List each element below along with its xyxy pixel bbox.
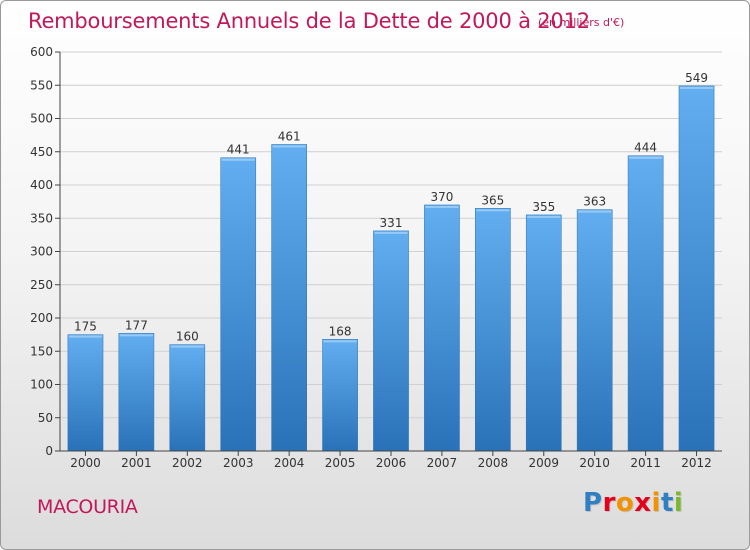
- y-tick-label: 300: [30, 245, 53, 259]
- x-tick-label: 2006: [376, 456, 407, 470]
- bar: [118, 333, 155, 452]
- x-tick-label: 2007: [427, 456, 458, 470]
- commune-name: MACOURIA: [37, 496, 138, 518]
- bar: [373, 230, 409, 452]
- bar-highlight: [679, 86, 714, 89]
- bar: [322, 339, 358, 452]
- bar-highlight: [425, 205, 459, 208]
- x-tick-label: 2012: [681, 456, 712, 470]
- value-labels: 175 177 160 441 461 168 331 370 365 355 363 444 549: [74, 71, 708, 344]
- y-tick-label: 250: [30, 278, 53, 292]
- logo-letter: t: [660, 488, 674, 518]
- bar-highlight: [374, 231, 408, 234]
- proxiti-logo[interactable]: Proxiti: [583, 488, 683, 518]
- x-tick-label: 2003: [223, 456, 254, 470]
- y-tick-label: 150: [30, 344, 53, 358]
- x-tick-label: 2005: [325, 456, 356, 470]
- y-tick-label: 500: [30, 112, 53, 126]
- y-tick-label: 600: [30, 45, 53, 59]
- value-label: 168: [329, 324, 352, 338]
- y-tick-label: 450: [30, 145, 53, 159]
- bar: [525, 214, 562, 452]
- value-label: 175: [74, 320, 97, 334]
- bar: [678, 85, 715, 452]
- y-tick-label: 50: [38, 411, 53, 425]
- logo-letter: i: [651, 488, 661, 518]
- logo-letter: P: [583, 488, 603, 518]
- bar-highlight: [323, 340, 357, 343]
- y-tick-label: 0: [45, 444, 53, 458]
- bar-highlight: [170, 345, 204, 348]
- x-tick-label: 2009: [528, 456, 559, 470]
- value-label: 355: [532, 200, 555, 214]
- value-label: 331: [380, 216, 403, 230]
- bar-highlight: [119, 334, 153, 337]
- logo-letter: x: [634, 488, 652, 518]
- x-tick-label: 2004: [274, 456, 305, 470]
- y-tick-label: 550: [30, 78, 53, 92]
- y-tick-label: 200: [30, 311, 53, 325]
- y-tick-label: 100: [30, 378, 53, 392]
- bar-highlight: [578, 210, 612, 213]
- bar-highlight: [527, 215, 561, 218]
- logo-letter: i: [673, 488, 684, 518]
- x-tick-labels: 2000 2001 2002 2003 2004 2005 2006 2007 2008 2009…: [70, 456, 712, 470]
- chart-unit-note: (en milliers d'€): [538, 16, 625, 29]
- x-tick-label: 2000: [70, 456, 101, 470]
- bar: [475, 208, 511, 452]
- value-label: 370: [430, 190, 453, 204]
- bar-highlight: [68, 335, 103, 338]
- bar: [576, 209, 613, 452]
- bar: [424, 204, 460, 452]
- bar: [169, 344, 206, 452]
- x-tick-label: 2011: [630, 456, 661, 470]
- bar-highlight: [476, 209, 510, 212]
- bar: [271, 144, 307, 452]
- value-label: 441: [227, 143, 250, 157]
- bar: [67, 334, 104, 452]
- logo-letter: o: [615, 488, 635, 518]
- bar: [220, 157, 257, 452]
- bar: [627, 155, 664, 452]
- bar-highlight: [221, 158, 255, 161]
- x-tick-label: 2001: [121, 456, 152, 470]
- y-tick-label: 350: [30, 211, 53, 225]
- value-label: 177: [125, 318, 148, 332]
- x-tick-label: 2010: [579, 456, 610, 470]
- logo-letter: r: [602, 488, 616, 518]
- chart-title: Remboursements Annuels de la Dette de 20…: [28, 9, 590, 33]
- x-tick-label: 2002: [172, 456, 203, 470]
- value-label: 444: [634, 141, 657, 155]
- bars: [67, 85, 715, 452]
- y-tick-labels: 0 50 100 150 200 250 300 350 400 450 500 550 600: [30, 45, 53, 458]
- bar-highlight: [629, 156, 663, 159]
- y-tick-label: 400: [30, 178, 53, 192]
- axes: [59, 52, 722, 456]
- x-tick-label: 2008: [478, 456, 509, 470]
- value-label: 549: [685, 71, 708, 85]
- value-label: 363: [583, 195, 606, 209]
- value-label: 365: [481, 193, 504, 207]
- value-label: 461: [278, 129, 301, 143]
- bar-highlight: [272, 145, 306, 148]
- value-label: 160: [176, 330, 199, 344]
